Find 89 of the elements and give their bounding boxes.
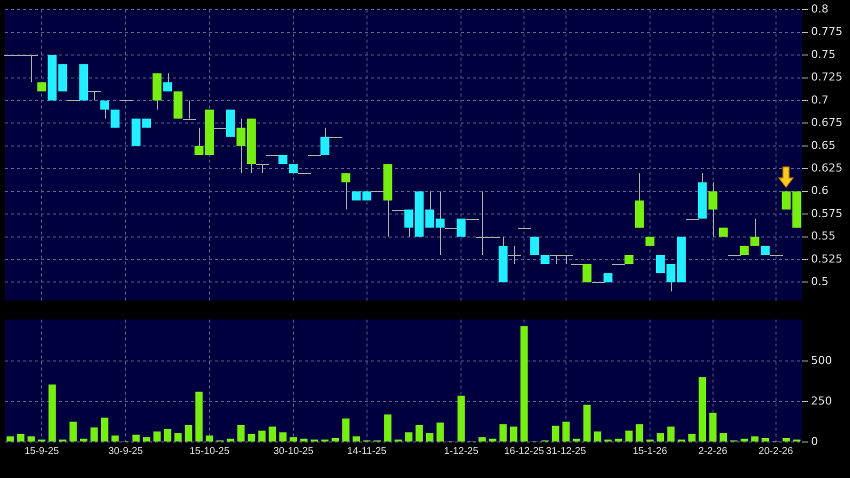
candlestick: [530, 236, 540, 256]
bar: [488, 438, 496, 442]
bar: [290, 437, 298, 442]
candlestick: [100, 100, 110, 120]
bar: [80, 438, 88, 442]
bar: [184, 424, 192, 442]
bar: [6, 436, 14, 442]
bar: [594, 431, 602, 442]
bar: [100, 418, 108, 442]
bar: [520, 326, 528, 442]
bar: [90, 427, 98, 442]
bar: [698, 377, 706, 442]
bar: [352, 436, 360, 442]
bar: [405, 432, 412, 442]
bar: [478, 437, 486, 442]
y-tick-label: 0.575: [811, 206, 842, 220]
x-tick-label: 1-12-25: [444, 446, 479, 457]
bar: [583, 404, 591, 442]
bar: [195, 392, 203, 442]
x-tick-label: 16-12-25: [504, 446, 545, 457]
bar: [332, 438, 340, 442]
y-tick-label: 0.725: [811, 70, 842, 84]
bar: [510, 426, 518, 442]
bar: [164, 429, 172, 442]
bar: [279, 432, 287, 442]
bar: [562, 422, 570, 442]
x-tick-label: 15-10-25: [189, 446, 230, 457]
y-tick-label: 0.525: [811, 252, 842, 266]
bar: [111, 436, 119, 442]
y-tick-label: 0.5: [811, 275, 828, 288]
bar: [237, 424, 245, 442]
bar: [206, 436, 214, 442]
candlestick: [750, 218, 760, 246]
bar: [384, 414, 392, 442]
bar: [782, 438, 790, 442]
bar: [688, 434, 696, 442]
bar: [552, 426, 560, 442]
bar: [142, 437, 150, 442]
x-tick-label: 14-11-25: [347, 446, 387, 457]
y-tick-label: 0.7: [811, 93, 828, 106]
candlestick: [718, 227, 728, 238]
bar: [268, 426, 276, 442]
bar: [636, 424, 644, 442]
y-tick-label: 500: [811, 354, 832, 367]
x-tick-label: 15-9-25: [24, 446, 60, 457]
x-tick-label: 31-12-25: [546, 446, 586, 457]
x-tick-label: 15-1-26: [632, 446, 668, 457]
bar: [762, 438, 769, 442]
bar: [248, 434, 256, 442]
bar: [656, 433, 664, 442]
bar: [740, 438, 748, 442]
x-tick-label: 30-10-25: [273, 446, 314, 457]
bar: [17, 434, 24, 442]
bar: [69, 422, 77, 442]
bar: [667, 426, 675, 442]
x-tick-label: 30-9-25: [108, 446, 144, 457]
y-tick-label: 0.6: [811, 184, 828, 198]
x-tick-label: 2-2-26: [698, 446, 728, 457]
bar: [28, 436, 35, 442]
bar: [709, 412, 717, 442]
y-tick-label: 250: [811, 394, 832, 408]
bar: [342, 418, 350, 442]
y-tick-label: 0.55: [811, 230, 836, 243]
candlestick: [708, 182, 718, 238]
bar: [625, 430, 633, 442]
bar: [174, 433, 182, 442]
bar: [300, 438, 308, 442]
bar: [720, 433, 728, 442]
y-tick-label: 0.65: [811, 138, 836, 152]
candlestick: [110, 109, 120, 128]
bar: [751, 436, 758, 442]
y-tick-label: 0.75: [811, 48, 836, 61]
bar: [258, 430, 266, 442]
y-tick-label: 0: [811, 434, 818, 448]
bar: [153, 431, 161, 442]
bar: [426, 433, 434, 442]
bar: [416, 424, 423, 442]
y-tick-label: 0.8: [811, 2, 828, 16]
bar: [436, 422, 444, 442]
y-tick-label: 0.775: [811, 25, 842, 38]
bar: [48, 384, 56, 442]
x-tick-label: 20-2-26: [758, 446, 794, 457]
bar: [458, 396, 465, 442]
y-tick-label: 0.675: [811, 116, 842, 130]
y-tick-label: 0.625: [811, 161, 842, 174]
bar: [132, 434, 140, 442]
candlestick: [341, 172, 350, 210]
candlestick: [163, 72, 172, 92]
bar: [499, 424, 507, 442]
